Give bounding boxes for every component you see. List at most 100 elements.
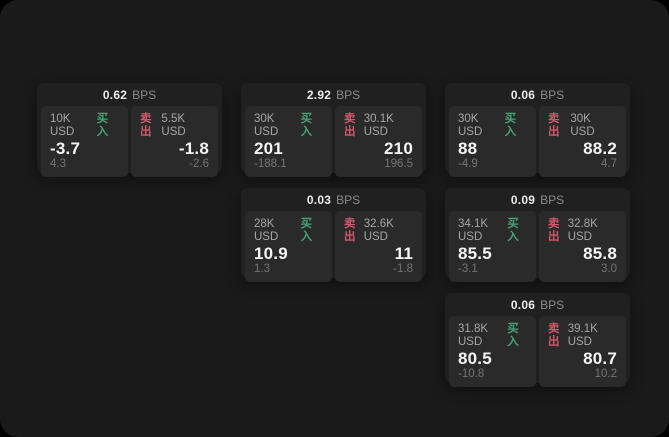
- bps-unit-label: BPS: [540, 297, 565, 312]
- buy-tag: 买入: [504, 113, 517, 138]
- buy-tag: 买入: [96, 113, 109, 138]
- sell-sub-value: -2.6: [189, 158, 209, 170]
- sell-tile[interactable]: 卖出 32.6K USD 11 -1.8: [335, 211, 422, 282]
- buy-sub-value: -3.1: [458, 263, 478, 275]
- buy-tile-header: 30K USD 买入: [254, 113, 323, 139]
- buy-tag: 买入: [300, 113, 313, 138]
- quote-card-5: 0.09 BPS 34.1K USD 买入 85.5 -3.1 卖出 32.8K…: [445, 188, 630, 282]
- sell-sub-value: 196.5: [384, 158, 413, 170]
- buy-tile[interactable]: 10K USD 买入 -3.7 4.3: [41, 106, 128, 177]
- buy-price: 201: [254, 139, 283, 158]
- quote-card-body: 10K USD 买入 -3.7 4.3 卖出 5.5K USD -1.8 -2.…: [37, 106, 222, 181]
- buy-price: 88: [458, 139, 478, 158]
- bps-unit-label: BPS: [336, 87, 361, 102]
- buy-size-label: 34.1K USD: [458, 218, 489, 243]
- sell-tag: 卖出: [344, 218, 356, 243]
- quote-card-body: 31.8K USD 买入 80.5 -10.8 卖出 39.1K USD 80.…: [445, 316, 630, 391]
- buy-sub-value: -188.1: [254, 158, 287, 170]
- sell-size-label: 32.6K USD: [363, 218, 394, 243]
- sell-tile-header: 卖出 32.8K USD: [548, 218, 617, 244]
- buy-size-label: 30K USD: [254, 113, 279, 138]
- buy-tile-header: 30K USD 买入: [458, 113, 527, 139]
- buy-sub-value: -10.8: [458, 368, 485, 380]
- sell-price: 80.7: [583, 349, 617, 368]
- bps-header: 0.09 BPS: [445, 188, 630, 211]
- buy-size-label: 31.8K USD: [458, 323, 489, 348]
- sell-price: -1.8: [178, 139, 209, 158]
- bps-unit-label: BPS: [540, 192, 565, 207]
- sell-tile-header: 卖出 39.1K USD: [548, 323, 617, 349]
- buy-price: -3.7: [50, 139, 81, 158]
- bps-header: 0.03 BPS: [241, 188, 426, 211]
- sell-tile[interactable]: 卖出 30K USD 88.2 4.7: [539, 106, 626, 177]
- buy-price: 10.9: [254, 244, 288, 263]
- sell-tile[interactable]: 卖出 5.5K USD -1.8 -2.6: [131, 106, 218, 177]
- quote-card-body: 30K USD 买入 201 -188.1 卖出 30.1K USD 210 1…: [241, 106, 426, 181]
- buy-size-label: 28K USD: [254, 218, 279, 243]
- bps-value: 0.03: [306, 192, 332, 207]
- sell-size-label: 39.1K USD: [567, 323, 598, 348]
- buy-tile[interactable]: 31.8K USD 买入 80.5 -10.8: [449, 316, 536, 387]
- buy-tile-header: 34.1K USD 买入: [458, 218, 527, 244]
- buy-tile-header: 28K USD 买入: [254, 218, 323, 244]
- sell-size-label: 30K USD: [570, 113, 595, 138]
- quote-cards-grid: 0.62 BPS 10K USD 买入 -3.7 4.3 卖出 5.5K USD…: [37, 83, 630, 387]
- buy-tag: 买入: [507, 323, 519, 348]
- bps-header: 0.62 BPS: [37, 83, 222, 106]
- sell-sub-value: 4.7: [601, 158, 617, 170]
- quote-card-body: 28K USD 买入 10.9 1.3 卖出 32.6K USD 11 -1.8: [241, 211, 426, 286]
- sell-size-label: 5.5K USD: [161, 113, 186, 138]
- buy-tile[interactable]: 30K USD 买入 88 -4.9: [449, 106, 536, 177]
- sell-tag: 卖出: [548, 113, 560, 138]
- sell-tag: 卖出: [548, 218, 560, 243]
- sell-sub-value: -1.8: [393, 263, 413, 275]
- bps-unit-label: BPS: [540, 87, 565, 102]
- bps-value: 2.92: [306, 87, 332, 102]
- quote-card-2: 2.92 BPS 30K USD 买入 201 -188.1 卖出 30.1K …: [241, 83, 426, 177]
- bps-unit-label: BPS: [336, 192, 361, 207]
- sell-price: 11: [394, 244, 413, 263]
- quote-card-1: 0.62 BPS 10K USD 买入 -3.7 4.3 卖出 5.5K USD…: [37, 83, 222, 177]
- quote-card-6: 0.06 BPS 31.8K USD 买入 80.5 -10.8 卖出 39.1…: [445, 293, 630, 387]
- sell-tile[interactable]: 卖出 39.1K USD 80.7 10.2: [539, 316, 626, 387]
- buy-size-label: 30K USD: [458, 113, 483, 138]
- quote-card-3: 0.06 BPS 30K USD 买入 88 -4.9 卖出 30K USD 8…: [445, 83, 630, 177]
- buy-tile-header: 10K USD 买入: [50, 113, 119, 139]
- buy-price: 80.5: [458, 349, 492, 368]
- sell-tag: 卖出: [548, 323, 560, 348]
- quote-card-body: 30K USD 买入 88 -4.9 卖出 30K USD 88.2 4.7: [445, 106, 630, 181]
- buy-tile[interactable]: 28K USD 买入 10.9 1.3: [245, 211, 332, 282]
- sell-sub-value: 10.2: [594, 368, 617, 380]
- sell-tile-header: 卖出 5.5K USD: [140, 113, 209, 139]
- bps-header: 0.06 BPS: [445, 83, 630, 106]
- bps-header: 0.06 BPS: [445, 293, 630, 316]
- bps-value: 0.09: [510, 192, 536, 207]
- bps-value: 0.06: [510, 87, 536, 102]
- quote-card-body: 34.1K USD 买入 85.5 -3.1 卖出 32.8K USD 85.8…: [445, 211, 630, 286]
- sell-tile[interactable]: 卖出 32.8K USD 85.8 3.0: [539, 211, 626, 282]
- buy-tile[interactable]: 30K USD 买入 201 -188.1: [245, 106, 332, 177]
- sell-price: 88.2: [583, 139, 617, 158]
- buy-tile[interactable]: 34.1K USD 买入 85.5 -3.1: [449, 211, 536, 282]
- bps-unit-label: BPS: [132, 87, 157, 102]
- bps-value: 0.06: [510, 297, 536, 312]
- bps-value: 0.62: [102, 87, 128, 102]
- sell-tag: 卖出: [344, 113, 356, 138]
- sell-size-label: 32.8K USD: [567, 218, 598, 243]
- sell-tile-header: 卖出 30K USD: [548, 113, 617, 139]
- quote-card-4: 0.03 BPS 28K USD 买入 10.9 1.3 卖出 32.6K US…: [241, 188, 426, 282]
- buy-tag: 买入: [507, 218, 519, 243]
- sell-tile[interactable]: 卖出 30.1K USD 210 196.5: [335, 106, 422, 177]
- buy-sub-value: 1.3: [254, 263, 270, 275]
- bps-header: 2.92 BPS: [241, 83, 426, 106]
- sell-sub-value: 3.0: [601, 263, 617, 275]
- buy-sub-value: 4.3: [50, 158, 66, 170]
- sell-price: 85.8: [583, 244, 617, 263]
- buy-price: 85.5: [458, 244, 492, 263]
- sell-tag: 卖出: [140, 113, 152, 138]
- sell-size-label: 30.1K USD: [363, 113, 394, 138]
- buy-size-label: 10K USD: [50, 113, 75, 138]
- sell-tile-header: 卖出 30.1K USD: [344, 113, 413, 139]
- buy-sub-value: -4.9: [458, 158, 478, 170]
- sell-tile-header: 卖出 32.6K USD: [344, 218, 413, 244]
